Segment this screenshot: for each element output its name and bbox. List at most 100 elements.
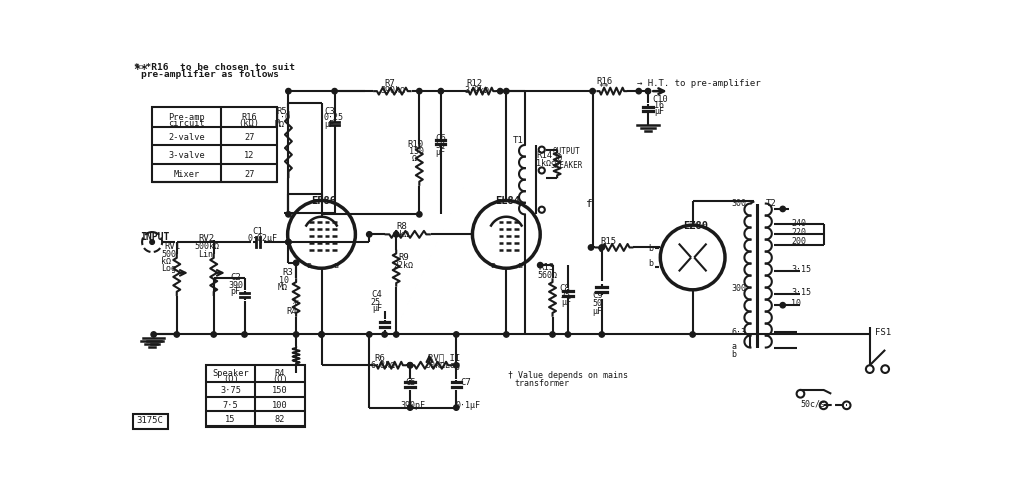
Text: μF: μF [561,298,571,307]
Circle shape [589,245,594,250]
Circle shape [504,332,509,337]
Circle shape [211,332,216,337]
Circle shape [454,405,459,410]
Circle shape [498,89,503,94]
Circle shape [538,263,543,268]
Text: R14: R14 [537,151,553,160]
Text: *: * [291,297,298,311]
Circle shape [294,332,299,337]
Circle shape [367,332,372,337]
Text: b: b [648,259,653,268]
Text: 390pF: 390pF [400,401,425,411]
Circle shape [318,332,325,337]
Text: 27: 27 [244,133,254,142]
Text: C2: C2 [230,273,242,282]
Circle shape [150,240,155,245]
Text: circuit: circuit [168,119,205,128]
Text: a: a [306,261,311,270]
Text: Ω: Ω [412,153,417,163]
Text: μF: μF [435,148,445,157]
Circle shape [332,89,337,94]
Text: 1kΩ: 1kΩ [394,230,409,239]
Circle shape [590,89,595,94]
Text: 150: 150 [410,147,424,156]
Text: **: ** [598,83,608,93]
Circle shape [408,363,413,368]
Circle shape [565,332,570,337]
Text: R15: R15 [600,238,616,246]
Text: (Ω): (Ω) [223,375,239,384]
Text: (Ω): (Ω) [272,375,288,384]
Text: kΩ: kΩ [162,257,171,266]
Text: C1: C1 [252,227,263,236]
Circle shape [393,232,399,237]
Text: 50: 50 [435,141,445,150]
Circle shape [367,232,372,237]
Text: R12: R12 [466,79,482,88]
Circle shape [454,332,459,337]
Text: 0·25: 0·25 [323,114,343,122]
Text: μF: μF [654,107,665,116]
Text: R5: R5 [276,106,288,116]
Text: transformer: transformer [514,379,569,388]
Text: R8: R8 [396,222,407,231]
Text: 100: 100 [272,401,288,410]
Text: MΩ: MΩ [274,121,285,129]
Text: 10: 10 [792,299,801,308]
Circle shape [780,302,785,308]
Text: 22kΩ: 22kΩ [394,261,414,270]
Circle shape [690,332,695,337]
Text: 25: 25 [371,297,381,307]
Text: R3: R3 [283,268,293,277]
Circle shape [318,332,325,337]
Text: 3-valve: 3-valve [168,151,205,160]
Text: 300: 300 [731,199,746,208]
Circle shape [645,89,650,94]
Text: 27: 27 [244,170,254,179]
Text: 50c/s: 50c/s [801,399,825,408]
Text: 10: 10 [280,276,289,285]
Text: FS1: FS1 [876,328,891,337]
Text: INPUT: INPUT [140,232,169,242]
Text: b: b [731,350,736,359]
Text: 12: 12 [244,151,254,160]
Text: → H.T. to pre-amplifier: → H.T. to pre-amplifier [637,79,761,88]
Text: EF86: EF86 [311,196,337,206]
Text: a: a [490,261,496,270]
Text: a: a [333,261,338,270]
Circle shape [393,332,399,337]
Circle shape [780,206,785,212]
Text: Lin: Lin [199,250,213,259]
Text: 3·9kΩ: 3·9kΩ [464,86,489,95]
Text: (kΩ): (kΩ) [239,119,260,128]
Text: 6·3: 6·3 [731,328,746,337]
Text: † Value depends on mains: † Value depends on mains [508,370,628,380]
Text: Pre-amp: Pre-amp [168,113,205,122]
Circle shape [417,89,422,94]
Text: 1·0: 1·0 [274,114,290,122]
Text: SPEAKER: SPEAKER [551,161,584,170]
Text: 15: 15 [225,416,236,424]
Text: μF: μF [373,304,382,314]
Text: C9: C9 [593,292,603,300]
Text: 500kΩ: 500kΩ [195,242,219,251]
Circle shape [599,245,604,250]
Text: C4: C4 [372,290,382,299]
Text: C10: C10 [652,95,669,104]
Text: 0·1μF: 0·1μF [456,401,480,411]
Text: b: b [648,244,653,253]
Text: 240: 240 [792,219,806,228]
Circle shape [174,332,179,337]
Text: Mixer: Mixer [174,170,200,179]
Text: RV1: RV1 [165,242,180,251]
Text: T2: T2 [766,199,776,208]
Circle shape [286,240,291,245]
Text: 390kΩ: 390kΩ [380,86,406,95]
Text: 220: 220 [792,228,806,237]
Text: EL84: EL84 [496,196,520,206]
Text: **: ** [133,63,147,75]
Text: 500: 500 [162,250,176,259]
Circle shape [408,363,413,368]
Circle shape [550,332,555,337]
Text: R16: R16 [596,76,612,86]
